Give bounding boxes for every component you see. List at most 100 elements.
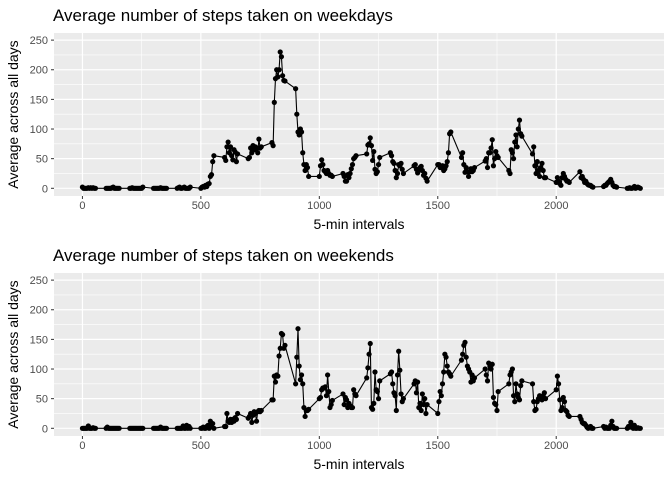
data-point bbox=[92, 185, 99, 191]
data-point bbox=[443, 163, 449, 169]
data-point bbox=[542, 175, 549, 181]
y-tick-label: 100 bbox=[30, 364, 48, 376]
data-point bbox=[163, 185, 170, 191]
data-point bbox=[325, 372, 331, 378]
data-point bbox=[116, 185, 122, 191]
data-point bbox=[375, 396, 382, 402]
data-point bbox=[488, 145, 494, 151]
data-point bbox=[458, 154, 465, 161]
data-point bbox=[365, 365, 371, 371]
data-point bbox=[558, 182, 564, 188]
data-point bbox=[512, 399, 518, 405]
data-point bbox=[441, 369, 447, 375]
data-point bbox=[419, 391, 425, 397]
data-point bbox=[397, 367, 403, 373]
data-point bbox=[483, 372, 489, 378]
data-point bbox=[418, 163, 424, 169]
data-point bbox=[637, 425, 643, 431]
data-point bbox=[531, 144, 537, 150]
data-point bbox=[484, 164, 491, 171]
data-point bbox=[233, 416, 240, 422]
data-point bbox=[422, 396, 428, 402]
data-point bbox=[353, 393, 359, 399]
y-tick-label: 150 bbox=[30, 334, 48, 346]
data-point bbox=[349, 161, 356, 168]
data-point bbox=[275, 373, 281, 379]
y-tick-label: 0 bbox=[42, 183, 48, 195]
data-point bbox=[319, 157, 325, 163]
y-tick-label: 50 bbox=[36, 394, 48, 406]
data-point bbox=[326, 388, 332, 395]
data-point bbox=[187, 184, 193, 190]
data-point bbox=[341, 401, 347, 408]
data-point bbox=[346, 175, 352, 181]
data-point bbox=[280, 73, 286, 79]
x-tick-label: 500 bbox=[192, 200, 210, 212]
x-tick-label: 1500 bbox=[426, 200, 450, 212]
data-point bbox=[320, 161, 326, 168]
data-point bbox=[371, 148, 377, 155]
data-point bbox=[293, 381, 299, 387]
data-point bbox=[370, 406, 376, 412]
data-point bbox=[628, 419, 634, 425]
y-tick-label: 200 bbox=[30, 65, 48, 77]
data-point bbox=[348, 166, 354, 172]
data-point bbox=[187, 425, 193, 431]
data-point bbox=[512, 139, 518, 145]
data-point bbox=[282, 78, 288, 84]
data-point bbox=[258, 144, 264, 150]
data-point bbox=[509, 366, 515, 372]
data-point bbox=[493, 401, 499, 408]
data-point bbox=[460, 150, 466, 156]
chart-title: Average number of steps taken on weekday… bbox=[53, 6, 393, 25]
data-point bbox=[300, 150, 306, 156]
data-point bbox=[495, 154, 501, 161]
data-point bbox=[304, 164, 311, 171]
data-point bbox=[294, 111, 300, 117]
data-point bbox=[224, 144, 230, 150]
data-point bbox=[490, 163, 497, 169]
data-point bbox=[347, 170, 353, 177]
data-point bbox=[377, 154, 383, 161]
data-point bbox=[277, 345, 283, 351]
data-point bbox=[493, 148, 499, 155]
x-tick-label: 500 bbox=[192, 440, 210, 452]
data-point bbox=[483, 156, 489, 162]
data-point bbox=[388, 369, 395, 375]
data-point bbox=[366, 351, 372, 357]
data-point bbox=[364, 375, 370, 381]
data-point bbox=[553, 387, 559, 393]
data-point bbox=[463, 164, 469, 171]
data-point bbox=[554, 373, 561, 379]
data-point bbox=[436, 399, 442, 405]
x-axis-label: 5-min intervals bbox=[313, 456, 404, 472]
data-point bbox=[415, 379, 421, 385]
data-point bbox=[448, 129, 454, 135]
data-point bbox=[614, 425, 620, 431]
data-point bbox=[396, 348, 402, 354]
data-point bbox=[276, 353, 282, 359]
data-point bbox=[460, 351, 466, 357]
data-point bbox=[375, 161, 382, 168]
data-point bbox=[590, 425, 596, 431]
data-point bbox=[590, 184, 596, 190]
data-point bbox=[423, 410, 429, 417]
data-point bbox=[329, 397, 335, 404]
data-point bbox=[329, 173, 335, 180]
data-point bbox=[249, 419, 255, 425]
y-axis-ticks: 0 50 100 150 200 250 bbox=[30, 35, 54, 195]
data-point bbox=[388, 153, 395, 159]
data-point bbox=[532, 163, 538, 169]
data-point bbox=[458, 357, 465, 363]
x-tick-label: 0 bbox=[79, 440, 85, 452]
major-gridlines bbox=[54, 33, 664, 196]
y-axis-label: Average across all days bbox=[5, 40, 21, 188]
data-point bbox=[507, 170, 513, 177]
data-point bbox=[163, 425, 170, 431]
y-tick-label: 50 bbox=[36, 154, 48, 166]
data-point bbox=[519, 378, 525, 384]
data-point bbox=[577, 169, 583, 175]
data-point bbox=[439, 381, 446, 387]
data-point bbox=[234, 410, 241, 417]
